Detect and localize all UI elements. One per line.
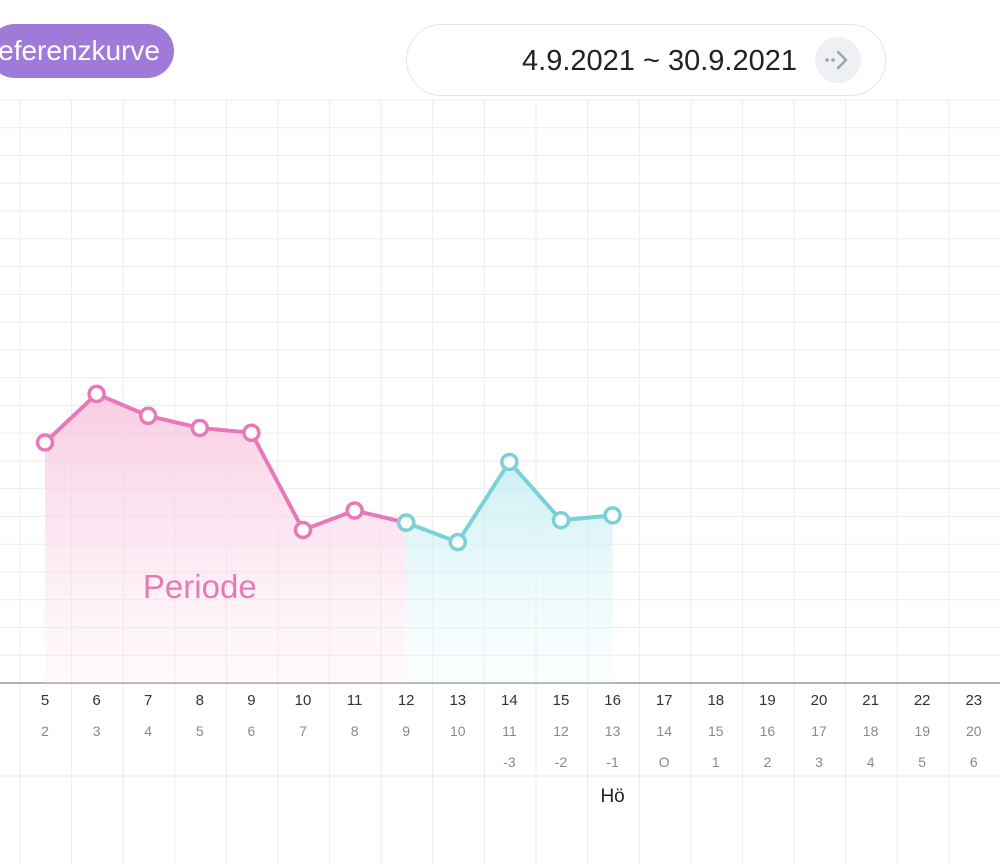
x-tick-ovulation-offset-label: -2 [555, 754, 568, 770]
x-tick-cycle-day-label: 11 [502, 723, 517, 739]
x-tick-cycle-day-label: 19 [914, 723, 930, 739]
x-tick-date-label: 12 [398, 692, 415, 709]
x-tick-ovulation-offset-label: 5 [918, 754, 926, 770]
x-tick-cycle-day-label: 8 [351, 723, 359, 739]
x-tick-date-label: 13 [449, 692, 466, 709]
chart-areas [45, 393, 613, 683]
period-data-point [345, 501, 364, 520]
reference-curve-button[interactable]: eferenzkurve [0, 24, 174, 78]
x-tick-cycle-day-label: 20 [966, 723, 982, 739]
chart-points [35, 384, 622, 552]
after-period-data-point [396, 513, 416, 532]
x-tick-date-label: 21 [862, 692, 879, 709]
after-period-data-point [551, 510, 571, 530]
x-tick-cycle-day-label: 16 [760, 723, 776, 739]
x-tick-ovulation-offset-label: 2 [764, 754, 772, 770]
x-tick-ovulation-offset-label: -1 [606, 754, 619, 770]
date-range-text: 4.9.2021 ~ 30.9.2021 [522, 45, 797, 77]
period-data-point [293, 520, 313, 540]
x-tick-ovulation-offset-label: 6 [970, 754, 978, 770]
x-tick-cycle-day-label: 2 [41, 723, 49, 739]
x-tick-date-label: 15 [553, 692, 570, 709]
after-period-data-point [603, 506, 622, 525]
period-data-point [242, 423, 261, 443]
x-tick-ovulation-offset-label: 4 [867, 754, 875, 770]
x-tick-ovulation-offset-label: 1 [712, 754, 720, 770]
period-data-point [138, 406, 158, 426]
x-tick-date-label: 23 [965, 692, 982, 709]
period-label: Periode [143, 568, 257, 605]
period-data-point [190, 418, 210, 438]
after-period-data-point [500, 452, 519, 472]
x-tick-date-label: 17 [656, 692, 673, 709]
period-area [45, 393, 407, 683]
after-period-area [406, 461, 613, 683]
x-tick-cycle-day-label: 10 [450, 723, 466, 739]
x-tick-cycle-day-label: 3 [93, 723, 101, 739]
x-tick-date-label: 19 [759, 692, 776, 709]
chart-labels: 526374859610711812913101411-31512-21613-… [41, 568, 982, 807]
x-tick-date-label: 10 [295, 692, 312, 709]
x-tick-cycle-day-label: 13 [605, 723, 621, 739]
date-range-selector[interactable]: 4.9.2021 ~ 30.9.2021 [406, 24, 886, 96]
x-tick-cycle-day-label: 18 [863, 723, 879, 739]
x-tick-cycle-day-label: 12 [553, 723, 569, 739]
x-tick-cycle-day-label: 14 [656, 723, 672, 739]
period-data-point [35, 433, 55, 452]
x-tick-cycle-day-label: 17 [811, 723, 827, 739]
reference-curve-label: eferenzkurve [0, 35, 160, 66]
x-tick-date-label: 11 [347, 692, 363, 709]
x-tick-date-label: 9 [247, 692, 255, 709]
x-tick-ovulation-offset-label: 3 [815, 754, 823, 770]
x-tick-cycle-day-label: 15 [708, 723, 724, 739]
x-tick-date-label: 8 [196, 692, 204, 709]
period-data-point [87, 384, 106, 404]
ovulation-marker-label: Hö [600, 786, 624, 807]
x-tick-date-label: 16 [604, 692, 621, 709]
x-tick-date-label: 14 [501, 692, 518, 709]
x-tick-cycle-day-label: 9 [402, 723, 410, 739]
x-tick-ovulation-offset-label: O [659, 754, 670, 770]
x-tick-date-label: 5 [41, 692, 49, 709]
x-tick-date-label: 22 [914, 692, 931, 709]
after-period-data-point [448, 532, 468, 552]
x-tick-cycle-day-label: 6 [248, 723, 256, 739]
x-tick-ovulation-offset-label: -3 [503, 754, 516, 770]
x-tick-cycle-day-label: 5 [196, 723, 204, 739]
x-tick-date-label: 20 [811, 692, 828, 709]
arrow-right-icon [825, 50, 848, 70]
x-tick-date-label: 18 [707, 692, 724, 709]
x-tick-cycle-day-label: 7 [299, 723, 307, 739]
x-tick-date-label: 6 [92, 692, 100, 709]
x-tick-cycle-day-label: 4 [144, 723, 152, 739]
x-tick-date-label: 7 [144, 692, 152, 709]
next-range-button[interactable] [815, 37, 861, 83]
